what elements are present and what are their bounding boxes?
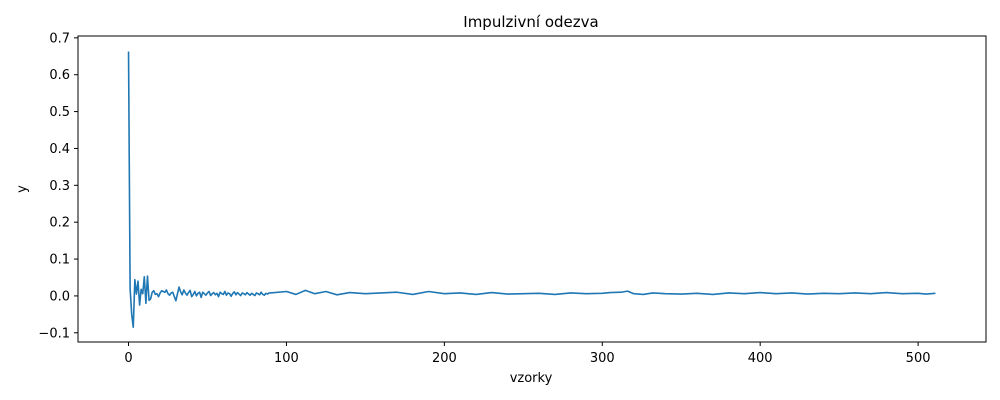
axes-frame	[77, 35, 987, 343]
x-ticks: 0 100 200 300 400 500	[124, 342, 931, 366]
x-tick-label: 0	[124, 351, 132, 366]
x-tick-label: 200	[432, 351, 457, 366]
x-tick-label: 400	[748, 351, 773, 366]
x-tick-label: 100	[274, 351, 299, 366]
y-tick-label: 0.4	[49, 142, 70, 157]
plot-area	[78, 36, 986, 342]
y-tick-label: 0.3	[49, 179, 70, 194]
chart-title: Impulzivní odezva	[463, 13, 598, 31]
x-tick-label: 300	[590, 351, 615, 366]
y-tick-label: 0.1	[49, 253, 70, 268]
y-tick-label: 0.2	[49, 216, 70, 231]
x-axis-label: vzorky	[510, 371, 553, 386]
y-tick-label: 0.6	[49, 68, 70, 83]
y-ticks: −0.1 0.0 0.1 0.2 0.3 0.4 0.5 0.6 0.7	[38, 31, 78, 341]
y-tick-label: 0.0	[49, 289, 70, 304]
y-tick-label: 0.5	[49, 105, 70, 120]
series-layer	[127, 51, 936, 329]
y-tick-label: 0.7	[49, 31, 70, 46]
y-tick-label: −0.1	[38, 326, 70, 341]
y-axis-label: y	[15, 185, 30, 193]
impulse-response-line	[127, 51, 936, 329]
x-tick-label: 500	[906, 351, 931, 366]
